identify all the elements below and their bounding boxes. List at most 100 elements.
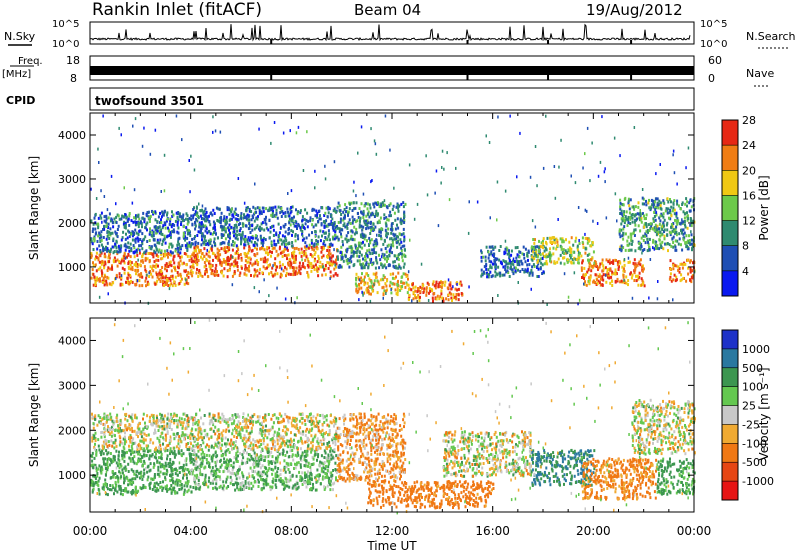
rti-cell — [361, 278, 364, 282]
rti-cell — [542, 242, 545, 246]
rti-cell — [139, 444, 142, 448]
rti-cell — [187, 244, 190, 248]
rti-cell — [158, 248, 161, 252]
rti-cell — [188, 159, 190, 162]
rti-cell — [339, 220, 342, 224]
rti-cell — [619, 235, 622, 239]
rti-cell — [219, 262, 222, 266]
rti-cell — [641, 251, 643, 255]
rti-cell — [103, 442, 106, 446]
rti-cell — [259, 225, 261, 229]
rti-cell — [683, 220, 686, 223]
rti-cell — [126, 477, 129, 481]
rti-cell — [293, 250, 296, 254]
rti-cell — [143, 461, 146, 465]
rti-cell — [172, 228, 175, 232]
rti-cell — [623, 258, 626, 261]
rti-cell — [90, 454, 93, 458]
rti-cell — [128, 235, 131, 238]
rti-cell — [96, 480, 99, 484]
rti-cell — [649, 222, 652, 226]
rti-cell — [619, 261, 622, 265]
rti-cell — [170, 269, 173, 273]
rti-cell — [435, 169, 438, 173]
rti-cell — [268, 206, 271, 210]
rti-cell — [339, 251, 342, 255]
rti-cell — [403, 221, 406, 224]
rti-cell — [284, 230, 287, 234]
rti-cell — [349, 222, 352, 225]
rti-cell — [663, 237, 666, 241]
rti-cell — [533, 257, 536, 261]
rti-cell — [138, 284, 141, 288]
rti-cell — [231, 255, 234, 259]
rti-cell — [299, 211, 302, 215]
rti-cell — [448, 291, 451, 295]
rti-cell — [576, 248, 579, 252]
rti-cell — [347, 213, 349, 217]
rti-cell — [143, 432, 146, 436]
rti-cell — [606, 270, 609, 274]
rti-cell — [203, 240, 206, 244]
rti-cell — [503, 250, 506, 254]
rti-cell — [374, 225, 377, 229]
rti-cell — [130, 219, 133, 223]
rti-cell — [102, 276, 105, 280]
rti-cell — [583, 277, 585, 280]
rti-cell — [213, 270, 216, 274]
rti-cell — [249, 231, 252, 234]
rti-cell — [348, 259, 351, 262]
rti-cell — [101, 259, 104, 263]
rti-cell — [667, 249, 669, 253]
rti-cell — [363, 283, 366, 287]
rti-cell — [668, 230, 671, 234]
rti-cell — [390, 237, 393, 241]
rti-cell — [336, 226, 339, 230]
rti-cell — [332, 274, 335, 278]
rti-cell — [668, 243, 671, 247]
rti-cell — [397, 206, 400, 210]
rti-cell — [316, 260, 319, 264]
rti-cell — [173, 230, 176, 234]
rti-cell — [605, 216, 608, 220]
rti-cell — [630, 248, 633, 252]
rti-cell — [190, 269, 193, 272]
rti-cell — [320, 206, 323, 209]
rti-cell — [673, 199, 676, 203]
rti-cell — [332, 260, 335, 264]
rti-cell — [105, 279, 108, 283]
rti-cell — [114, 476, 117, 480]
rti-cell — [173, 254, 176, 258]
rti-cell — [174, 283, 177, 287]
rti-cell — [269, 263, 271, 267]
rti-cell — [91, 415, 94, 419]
rti-cell — [299, 209, 302, 213]
rti-cell — [273, 262, 276, 266]
rti-cell — [678, 267, 681, 270]
rti-cell — [102, 247, 105, 251]
rti-cell — [365, 288, 368, 292]
rti-cell — [119, 283, 122, 287]
rti-cell — [202, 223, 204, 227]
rti-cell — [493, 252, 495, 256]
rti-cell — [606, 268, 609, 271]
rti-cell — [110, 247, 113, 251]
rti-cell — [143, 217, 146, 221]
rti-cell — [381, 265, 384, 269]
rti-cell — [591, 256, 594, 260]
rti-cell — [373, 139, 376, 143]
rti-cell — [101, 468, 104, 472]
rti-cell — [215, 206, 218, 210]
rti-cell — [541, 263, 544, 267]
rti-cell — [93, 238, 96, 242]
rti-cell — [308, 261, 311, 265]
rti-cell — [188, 231, 191, 235]
rti-cell — [652, 202, 655, 206]
rti-cell — [203, 265, 206, 269]
rti-cell — [378, 205, 381, 209]
rti-cell — [115, 202, 117, 206]
rti-cell — [105, 225, 108, 228]
rti-cell — [266, 258, 269, 262]
rti-cell — [154, 218, 157, 222]
rti-cell — [291, 266, 294, 269]
